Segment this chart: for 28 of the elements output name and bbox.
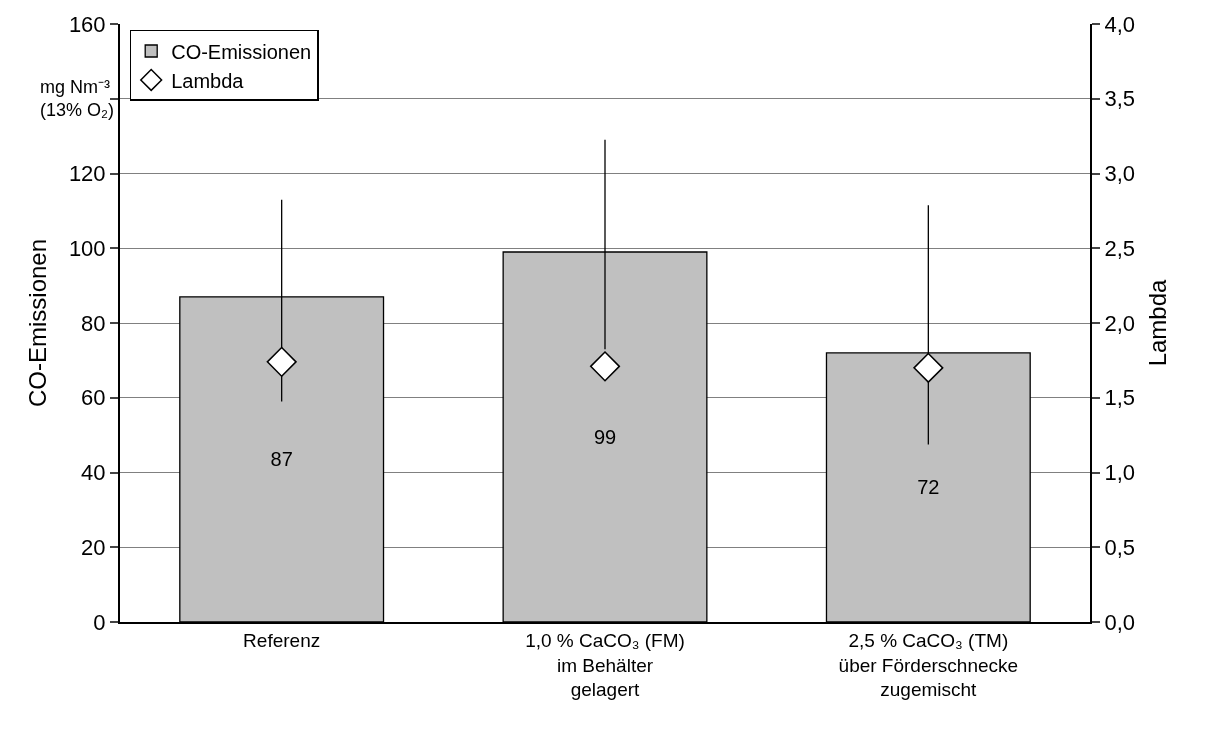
y2-axis-title: Lambda bbox=[1143, 278, 1171, 367]
y-tick-label: 40 bbox=[81, 460, 106, 486]
y-tick-label: 20 bbox=[81, 534, 106, 560]
y2-tick-label: 2,5 bbox=[1104, 235, 1135, 261]
y2-tick-label: 3,0 bbox=[1104, 161, 1135, 187]
data-label: 87 bbox=[270, 448, 293, 471]
text: mg Nm⁻³ (13% O₂) bbox=[40, 77, 115, 121]
x-tick-label: Referenz bbox=[243, 629, 321, 651]
data-label: 99 bbox=[593, 425, 617, 448]
y2-tick-label: 0,5 bbox=[1104, 534, 1135, 560]
y-tick-label: 80 bbox=[81, 310, 106, 336]
y-tick-label: 0 bbox=[93, 609, 106, 635]
y-tick-label: 60 bbox=[81, 385, 106, 411]
y2-tick-label: 2,0 bbox=[1104, 310, 1135, 336]
legend-label: Lambda bbox=[171, 69, 245, 92]
y-tick-label: 120 bbox=[68, 161, 106, 187]
y2-tick-label: 1,5 bbox=[1104, 385, 1135, 411]
y-tick-label: 160 bbox=[68, 11, 106, 37]
x-tick-label: 1,0 % CaCO₃ (FM) im Behälter gelagert bbox=[525, 629, 685, 701]
y2-tick-label: 4,0 bbox=[1104, 11, 1135, 37]
data-label: 72 bbox=[917, 476, 940, 499]
y-tick-label: 100 bbox=[68, 235, 106, 261]
legend-label: CO-Emissionen bbox=[171, 40, 312, 63]
y-axis-title: CO-Emissionen bbox=[24, 238, 52, 408]
y2-tick-label: 3,5 bbox=[1104, 86, 1135, 112]
y2-tick-label: 0,0 bbox=[1104, 609, 1135, 635]
y2-tick-label: 1,0 bbox=[1104, 460, 1135, 486]
x-tick-label: 2,5 % CaCO₃ (TM) über Förderschnecke zugemischt bbox=[838, 629, 1019, 701]
